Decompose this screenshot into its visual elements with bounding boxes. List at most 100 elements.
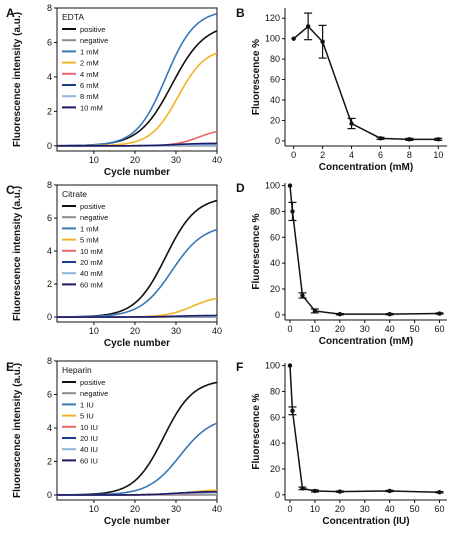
y-tick-label: 0 xyxy=(47,490,52,500)
x-tick-label: 20 xyxy=(335,324,345,334)
legend-label: 60 IU xyxy=(80,456,98,465)
y-tick-label: 0 xyxy=(275,310,280,320)
data-point xyxy=(291,36,296,41)
x-tick-label: 10 xyxy=(433,150,443,160)
data-point xyxy=(436,137,441,142)
x-tick-label: 20 xyxy=(335,504,345,514)
x-tick-label: 0 xyxy=(287,504,292,514)
x-tick-label: 30 xyxy=(171,504,181,514)
y-tick-label: 0 xyxy=(275,136,280,146)
y-tick-label: 20 xyxy=(270,464,280,474)
x-axis-title: Concentration (mM) xyxy=(319,162,413,173)
y-axis-title: Fluorescence intensity (a.u.) xyxy=(12,363,23,498)
legend-label: 1 mM xyxy=(80,47,99,56)
series-line xyxy=(57,490,217,496)
curves xyxy=(57,199,217,318)
y-tick-label: 2 xyxy=(47,106,52,116)
legend-title: Heparin xyxy=(62,365,92,375)
legend-label: 6 mM xyxy=(80,81,99,90)
panel-d: D 0 10 20 30 40 50 60 0 20 40 60 80 100 Concentration … xyxy=(236,181,447,347)
legend-label: 20 IU xyxy=(80,434,98,443)
x-tick-label: 0 xyxy=(287,324,292,334)
x-tick-label: 50 xyxy=(410,324,420,334)
y-tick-label: 6 xyxy=(47,213,52,223)
x-tick-label: 20 xyxy=(130,155,140,165)
x-tick-label: 30 xyxy=(360,504,370,514)
x-axis-title: Concentration (mM) xyxy=(319,336,413,347)
curves xyxy=(57,381,217,496)
y-tick-label: 80 xyxy=(270,206,280,216)
y-tick-label: 40 xyxy=(270,258,280,268)
y-tick-label: 8 xyxy=(47,3,52,13)
y-axis-title: Fluorescence % xyxy=(251,39,262,115)
data-point xyxy=(337,489,343,494)
x-axis-title: Cycle number xyxy=(104,167,170,178)
x-tick-label: 10 xyxy=(89,326,99,336)
y-tick-label: 6 xyxy=(47,389,52,399)
x-tick-label: 50 xyxy=(410,504,420,514)
panel-e: E 10 20 30 40 0 2 4 6 8 Cycle number Fluorescence i… xyxy=(6,356,222,527)
legend: EDTA positive negative 1 mM 2 mM 4 mM 6 mM 8 mM… xyxy=(62,12,108,112)
data-point xyxy=(387,488,392,494)
legend-label: 2 mM xyxy=(80,59,99,68)
data-point xyxy=(349,121,354,126)
legend-label: 40 IU xyxy=(80,445,98,454)
legend: Heparin positive negative 1 IU 5 IU 10 IU 20 I… xyxy=(62,365,108,465)
legend: Citrate positive negative 1 mM 5 mM 10 mM 20 m… xyxy=(62,189,108,289)
data-point xyxy=(287,183,293,188)
legend-label: negative xyxy=(80,389,108,398)
y-axis-title: Fluorescence % xyxy=(251,213,262,289)
y-tick-label: 4 xyxy=(47,423,52,433)
data-point xyxy=(337,311,343,317)
legend-label: 4 mM xyxy=(80,70,99,79)
legend-label: 1 mM xyxy=(80,224,99,233)
x-tick-label: 40 xyxy=(212,155,222,165)
legend-label: 5 IU xyxy=(80,412,94,421)
plot-frame xyxy=(56,360,218,501)
y-tick-label: 4 xyxy=(47,72,52,82)
y-tick-label: 40 xyxy=(270,95,280,105)
data-point xyxy=(320,39,325,44)
data-point xyxy=(287,363,293,368)
x-axis-title: Cycle number xyxy=(104,338,170,349)
x-tick-label: 20 xyxy=(130,326,140,336)
series-line xyxy=(293,25,439,141)
panel-letter: F xyxy=(236,360,243,374)
panel-letter: C xyxy=(6,183,15,197)
x-axis-title: Concentration (IU) xyxy=(322,516,409,527)
series-line xyxy=(57,314,217,318)
legend-label: 10 IU xyxy=(80,423,98,432)
y-tick-label: 8 xyxy=(47,356,52,366)
panel-f: F 0 10 20 30 40 50 60 0 20 40 60 80 100 Concentration … xyxy=(236,360,447,527)
x-tick-label: 40 xyxy=(212,326,222,336)
legend-title: EDTA xyxy=(62,12,84,22)
x-tick-label: 10 xyxy=(310,504,320,514)
y-tick-label: 60 xyxy=(270,232,280,242)
panel-letter: B xyxy=(236,6,245,20)
y-tick-label: 20 xyxy=(270,115,280,125)
y-tick-label: 2 xyxy=(47,456,52,466)
legend-label: 20 mM xyxy=(80,258,103,267)
series-line xyxy=(57,142,217,147)
plot-frame xyxy=(56,184,218,323)
x-tick-label: 10 xyxy=(310,324,320,334)
legend-label: positive xyxy=(80,378,105,387)
series-line xyxy=(289,185,440,315)
x-tick-label: 10 xyxy=(89,504,99,514)
y-tick-label: 80 xyxy=(270,386,280,396)
y-tick-label: 60 xyxy=(270,412,280,422)
panel-letter: E xyxy=(6,360,14,374)
y-axis-title: Fluorescence intensity (a.u.) xyxy=(12,186,23,321)
legend-label: 10 mM xyxy=(80,247,103,256)
legend-label: 8 mM xyxy=(80,92,99,101)
x-tick-label: 6 xyxy=(378,150,383,160)
curves xyxy=(57,12,217,147)
legend-label: 40 mM xyxy=(80,269,103,278)
y-tick-label: 0 xyxy=(47,141,52,151)
y-tick-label: 100 xyxy=(265,361,280,371)
data-point xyxy=(300,486,305,491)
y-tick-label: 100 xyxy=(265,181,280,191)
x-tick-label: 10 xyxy=(89,155,99,165)
